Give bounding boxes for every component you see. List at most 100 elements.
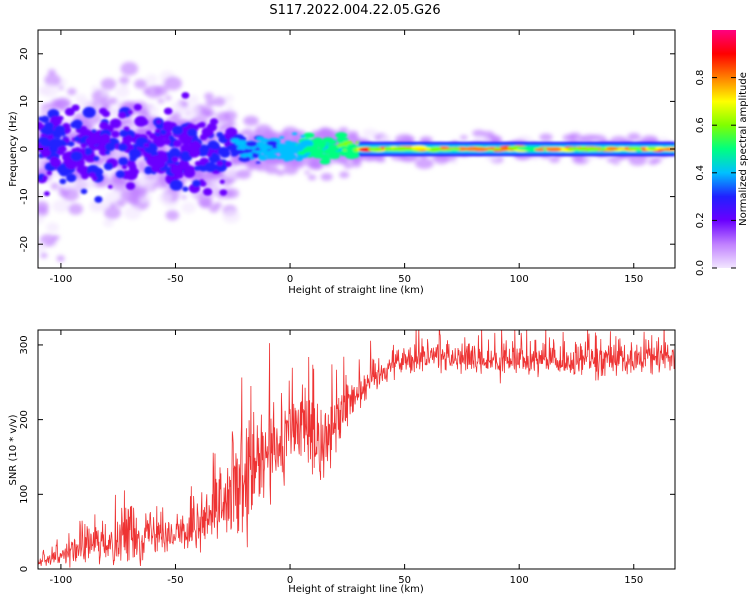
spectrogram-halo-blob <box>38 201 49 213</box>
spectrogram-peak-blob <box>545 147 562 152</box>
spectrogram-core-blob <box>40 115 50 123</box>
spectrogram-halo-blob <box>628 155 647 166</box>
spectrogram-halo-blob <box>434 156 449 165</box>
spectrogram-core-blob <box>101 110 111 118</box>
spectrogram-peak-blob <box>384 147 393 150</box>
spectrogram-halo-blob <box>47 68 56 76</box>
spectrogram-core-layer <box>38 92 675 203</box>
spectrogram-peak-blob <box>433 147 442 150</box>
spectrogram-halo-blob <box>223 94 234 103</box>
spectrogram-core-blob <box>161 121 175 132</box>
spectrogram-halo-blob <box>163 76 182 91</box>
spectrogram-core-blob <box>127 110 133 115</box>
spectrogram-halo-blob <box>116 100 123 106</box>
spectrogram-core-blob <box>235 149 246 155</box>
spectrogram-core-blob <box>130 163 137 169</box>
spectrogram-core-blob <box>216 160 224 167</box>
spectrogram-halo-blob <box>78 176 97 191</box>
spectrogram-ytick-label: -20 <box>19 236 30 252</box>
spectrogram-core-blob <box>340 137 349 142</box>
spectrogram-core-blob <box>319 159 331 165</box>
spectrogram-core-blob <box>335 132 348 139</box>
spectrogram-core-blob <box>44 122 54 130</box>
spectrogram-core-blob <box>93 155 100 162</box>
spectrogram-core-blob <box>233 134 244 140</box>
spectrogram-xtick-label: 50 <box>398 274 411 285</box>
spectrogram-peak-blob <box>451 147 461 151</box>
spectrogram-halo-blob <box>380 135 392 142</box>
spectrogram-halo-blob <box>338 158 348 165</box>
spectrogram-core-blob <box>170 164 184 176</box>
spectrogram-core-blob <box>279 136 285 139</box>
spectrogram-core-blob <box>89 134 102 145</box>
spectrogram-y-axis: -20 -10 0 10 20 <box>19 47 675 252</box>
spectrogram-halo-blob <box>44 73 61 87</box>
spectrogram-halo-blob <box>212 96 226 107</box>
spectrogram-core-blob <box>67 141 75 147</box>
spectrogram-y-label: Frequency (Hz) <box>8 111 19 187</box>
spectrogram-peak-blob <box>493 147 502 150</box>
spectrogram-halo-blob <box>568 132 582 140</box>
spectrogram-halo-blob <box>579 136 588 141</box>
spectrogram-core-blob <box>94 196 103 203</box>
spectrogram-core-blob <box>88 172 96 178</box>
spectrogram-core-blob <box>285 148 297 155</box>
spectrogram-core-blob <box>70 151 83 162</box>
spectrogram-core-blob <box>307 155 313 158</box>
spectrogram-halo-blob <box>181 195 187 200</box>
spectrogram-core-blob <box>300 139 313 147</box>
spectrogram-core-blob <box>119 129 129 138</box>
spectrogram-core-blob <box>191 140 200 147</box>
spectrogram-core-blob <box>251 146 257 149</box>
spectrogram-halo-blob <box>170 102 184 113</box>
spectrogram-halo-blob <box>58 186 65 192</box>
snr-plot-area <box>38 330 675 569</box>
spectrogram-xtick-label: 0 <box>287 274 293 285</box>
spectrogram-core-blob <box>104 150 111 155</box>
spectrogram-halo-blob <box>235 169 251 180</box>
spectrogram-core-blob <box>291 132 298 136</box>
spectrogram-core-blob <box>182 186 189 192</box>
spectrogram-halo-blob <box>134 79 148 90</box>
spectrogram-ytick-label: 20 <box>19 47 30 60</box>
spectrogram-core-blob <box>192 179 201 188</box>
spectrogram-core-blob <box>219 179 225 184</box>
colorbar-tick-label: 0.0 <box>695 260 706 276</box>
spectrogram-core-blob <box>276 143 289 150</box>
spectrogram-halo-blob <box>165 210 180 221</box>
spectrogram-halo-blob <box>243 115 259 126</box>
spectrogram-core-blob <box>258 154 265 158</box>
spectrogram-core-blob <box>313 151 322 156</box>
spectrogram-halo-blob <box>145 85 163 99</box>
colorbar-tick-label: 0.6 <box>695 117 706 133</box>
spectrogram-core-blob <box>204 161 217 173</box>
spectrogram-peak-blob <box>437 146 450 150</box>
spectrogram-halo-blob <box>414 158 434 169</box>
spectrogram-ytick-label: 0 <box>19 146 30 152</box>
spectrogram-core-blob <box>239 153 249 158</box>
spectrogram-core-blob <box>295 157 303 162</box>
spectrogram-core-blob <box>330 146 340 152</box>
spectrogram-core-blob <box>256 136 265 141</box>
spectrogram-core-blob <box>171 125 184 136</box>
snr-xtick-label: 100 <box>510 575 529 586</box>
snr-xtick-label: 50 <box>398 575 411 586</box>
spectrogram-core-blob <box>201 127 214 137</box>
spectrogram-core-blob <box>42 175 48 180</box>
spectrogram-core-blob <box>250 153 260 159</box>
spectrogram-ytick-label: -10 <box>19 188 30 204</box>
spectrogram-core-blob <box>300 144 307 148</box>
spectrogram-halo-blob <box>343 163 353 169</box>
spectrogram-halo-blob <box>215 111 231 123</box>
spectrogram-core-blob <box>303 132 315 139</box>
spectrogram-core-blob <box>163 138 171 145</box>
snr-ytick-label: 300 <box>19 335 30 354</box>
spectrogram-marks <box>38 61 675 262</box>
spectrogram-core-blob <box>49 115 62 126</box>
snr-series-line <box>38 330 675 568</box>
figure-title: S117.2022.004.22.05.G26 <box>269 3 440 18</box>
spectrogram-peak-blob <box>628 146 642 151</box>
spectrogram-halo-blob <box>211 177 223 187</box>
spectrogram-core-blob <box>38 121 44 130</box>
spectrogram-core-blob <box>118 143 128 152</box>
